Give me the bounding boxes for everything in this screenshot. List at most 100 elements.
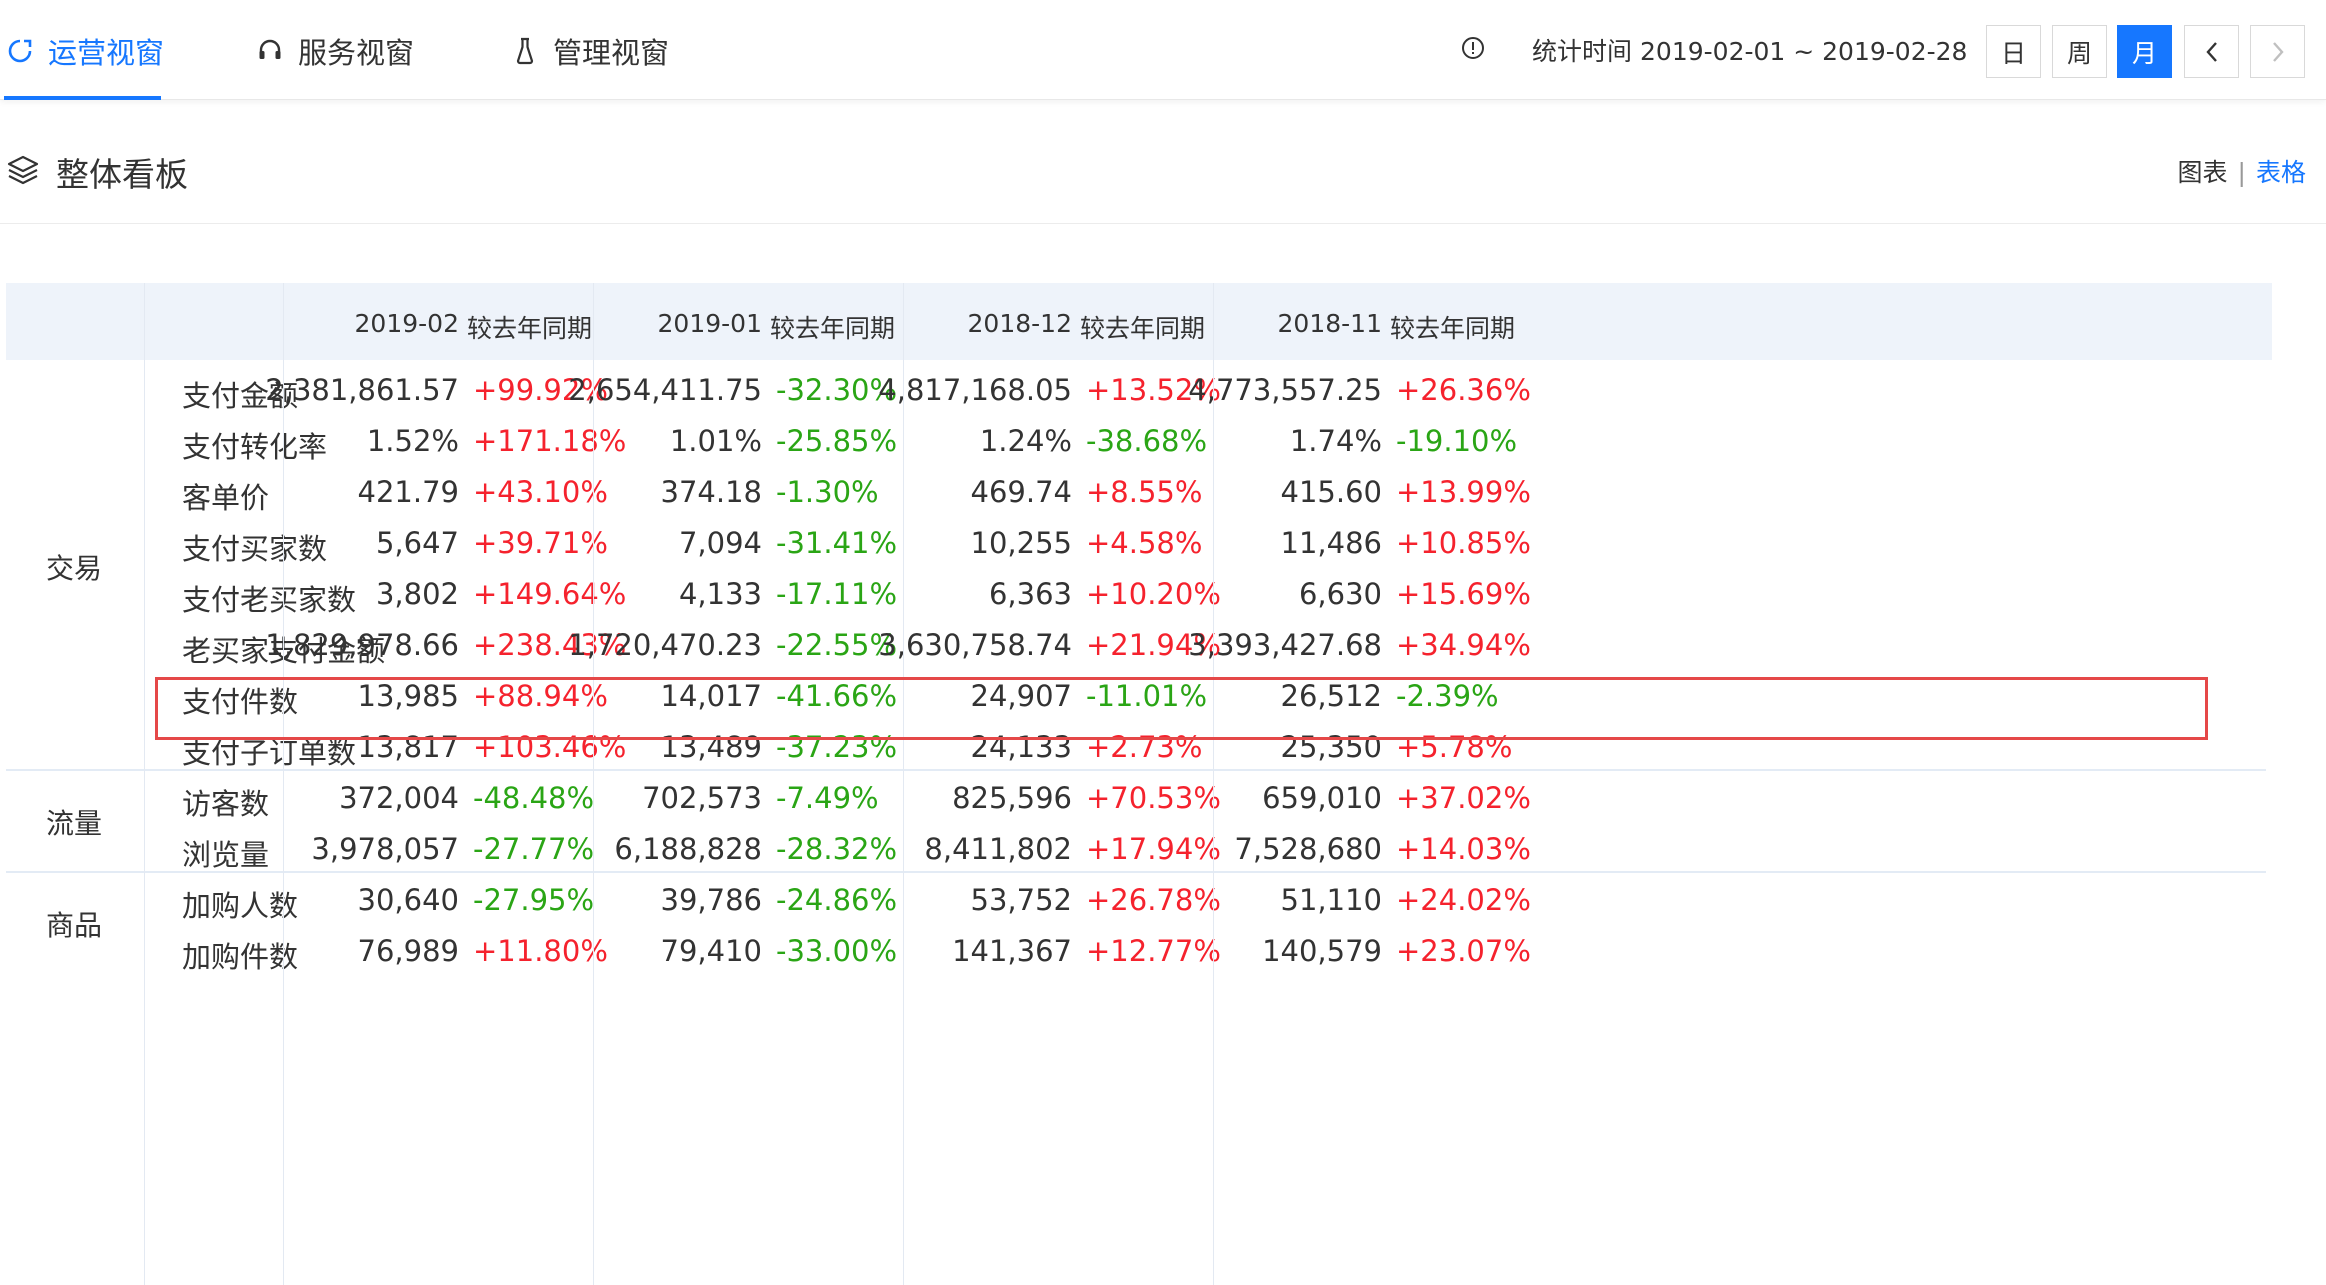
group-divider xyxy=(6,871,2266,873)
column-divider xyxy=(903,283,904,1285)
metric-value: 14,017 xyxy=(660,679,762,713)
metric-change: -27.77% xyxy=(473,832,595,866)
metric-change: -2.39% xyxy=(1396,679,1499,713)
metric-change: -41.66% xyxy=(776,679,898,713)
tab-service[interactable]: 服务视窗 xyxy=(256,28,414,74)
metric-value: 7,094 xyxy=(678,526,762,560)
metric-change: +13.52% xyxy=(1086,373,1221,407)
panel-title: 整体看板 xyxy=(56,155,188,194)
stat-time: 统计时间 2019-02-01 ~ 2019-02-28 xyxy=(1532,32,1967,68)
metric-value: 11,486 xyxy=(1280,526,1382,560)
stat-time-label: 统计时间 xyxy=(1532,37,1633,66)
tab-management-label: 管理视窗 xyxy=(553,36,670,70)
metric-change: +12.77% xyxy=(1086,934,1221,968)
metric-value: 4,817,168.05 xyxy=(878,373,1072,407)
metric-change: +13.99% xyxy=(1396,475,1531,509)
metric-change: +5.78% xyxy=(1396,730,1513,764)
period-month-button[interactable]: 月 xyxy=(2117,25,2172,78)
metric-change: +149.64% xyxy=(473,577,627,611)
info-icon[interactable] xyxy=(1461,36,1485,60)
metric-change: +21.94% xyxy=(1086,628,1221,662)
metric-value: 1,720,470.23 xyxy=(568,628,762,662)
metric-change: +10.85% xyxy=(1396,526,1531,560)
metric-change: +14.03% xyxy=(1396,832,1531,866)
metric-change: -38.68% xyxy=(1086,424,1208,458)
metric-change: -48.48% xyxy=(473,781,595,815)
column-header-compare: 较去年同期 xyxy=(467,314,593,343)
period-day-button[interactable]: 日 xyxy=(1986,25,2041,78)
metric-value: 141,367 xyxy=(952,934,1072,968)
operation-icon xyxy=(6,36,34,66)
metric-change: -25.85% xyxy=(776,424,898,458)
column-divider xyxy=(593,283,594,1285)
metric-change: +15.69% xyxy=(1396,577,1531,611)
metric-value: 3,978,057 xyxy=(311,832,459,866)
metric-label: 支付老买家数 xyxy=(182,583,357,617)
metric-change: +10.20% xyxy=(1086,577,1221,611)
layers-icon xyxy=(6,153,40,187)
view-switch: 图表 | 表格 xyxy=(2178,153,2306,189)
view-table-link[interactable]: 表格 xyxy=(2255,158,2306,187)
metric-value: 4,773,557.25 xyxy=(1188,373,1382,407)
group-label: 流量 xyxy=(46,807,103,840)
view-chart-link[interactable]: 图表 xyxy=(2177,158,2228,187)
metric-value: 372,004 xyxy=(339,781,459,815)
metric-value: 6,363 xyxy=(988,577,1072,611)
prev-period-button[interactable] xyxy=(2184,25,2239,78)
metric-change: -1.30% xyxy=(776,475,879,509)
metric-change: +99.92% xyxy=(473,373,608,407)
metric-value: 469.74 xyxy=(970,475,1072,509)
metric-value: 53,752 xyxy=(970,883,1072,917)
metric-value: 5,647 xyxy=(375,526,459,560)
next-period-button[interactable] xyxy=(2250,25,2305,78)
group-divider xyxy=(6,769,2266,771)
metric-change: +70.53% xyxy=(1086,781,1221,815)
metric-label: 支付子订单数 xyxy=(182,736,357,770)
metric-value: 3,393,427.68 xyxy=(1188,628,1382,662)
metric-value: 702,573 xyxy=(642,781,762,815)
metric-value: 1.52% xyxy=(366,424,459,458)
tab-operation-label: 运营视窗 xyxy=(48,36,165,70)
metric-value: 2,654,411.75 xyxy=(568,373,762,407)
tab-operation[interactable]: 运营视窗 xyxy=(6,28,164,74)
metric-value: 421.79 xyxy=(357,475,459,509)
metric-value: 79,410 xyxy=(660,934,762,968)
metric-label: 支付买家数 xyxy=(182,532,328,566)
group-label: 交易 xyxy=(46,552,103,585)
metric-change: -24.86% xyxy=(776,883,898,917)
metric-value: 13,817 xyxy=(357,730,459,764)
column-header-date: 2019-01 xyxy=(657,309,762,338)
metric-change: +26.36% xyxy=(1396,373,1531,407)
metric-label: 支付转化率 xyxy=(182,430,328,464)
metric-value: 140,579 xyxy=(1262,934,1382,968)
tab-service-label: 服务视窗 xyxy=(298,36,415,70)
metric-change: +23.07% xyxy=(1396,934,1531,968)
metric-value: 2,381,861.57 xyxy=(265,373,459,407)
metric-value: 3,630,758.74 xyxy=(878,628,1072,662)
column-divider xyxy=(1213,283,1214,1285)
metric-value: 374.18 xyxy=(660,475,762,509)
metric-value: 13,489 xyxy=(660,730,762,764)
tab-management[interactable]: 管理视窗 xyxy=(511,28,669,74)
panel-header xyxy=(0,100,2326,224)
metric-change: -33.00% xyxy=(776,934,898,968)
column-header-date: 2018-11 xyxy=(1277,309,1382,338)
metric-change: +24.02% xyxy=(1396,883,1531,917)
stat-time-range: 2019-02-01 ~ 2019-02-28 xyxy=(1640,37,1968,66)
metric-label: 客单价 xyxy=(182,481,270,515)
column-divider xyxy=(283,283,284,1285)
metric-change: +43.10% xyxy=(473,475,608,509)
metric-value: 415.60 xyxy=(1280,475,1382,509)
top-nav: 运营视窗 服务视窗 管理视窗 统计时间 2019-02-01 ~ 2019-02-… xyxy=(0,0,2326,100)
column-header-compare: 较去年同期 xyxy=(770,314,896,343)
metric-value: 7,528,680 xyxy=(1234,832,1382,866)
metric-change: -22.55% xyxy=(776,628,898,662)
metric-label: 加购人数 xyxy=(182,889,299,923)
metric-change: +4.58% xyxy=(1086,526,1203,560)
metric-value: 3,802 xyxy=(375,577,459,611)
period-week-button[interactable]: 周 xyxy=(2052,25,2107,78)
metric-value: 13,985 xyxy=(357,679,459,713)
metric-value: 24,133 xyxy=(970,730,1072,764)
metric-value: 76,989 xyxy=(357,934,459,968)
group-label: 商品 xyxy=(46,909,103,942)
